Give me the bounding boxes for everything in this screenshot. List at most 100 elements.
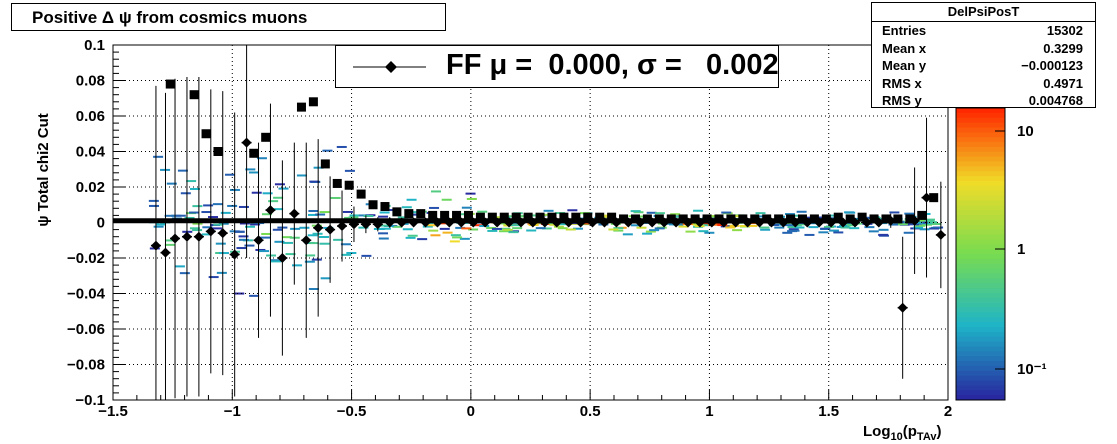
mean-point (935, 229, 946, 240)
heatmap-cell (823, 226, 834, 229)
heatmap-cell (155, 223, 166, 226)
heatmap-cell (915, 224, 926, 227)
rms-point (881, 214, 891, 224)
heatmap-cell (670, 213, 681, 216)
heatmap-cell (180, 192, 191, 195)
heatmap-cell (922, 223, 933, 226)
heatmap-cell (649, 229, 660, 232)
heatmap-cell (442, 231, 453, 234)
heatmap-cell (220, 211, 231, 214)
heatmap-cell (380, 227, 391, 230)
heatmap-cell (153, 225, 164, 228)
heatmap-cell (756, 215, 767, 218)
mean-point (217, 228, 228, 239)
stats-row-entries: Entries 15302 (882, 23, 1083, 38)
colorbar-cell (956, 122, 1005, 128)
heatmap-cell (378, 232, 389, 235)
heatmap-cell (401, 206, 412, 209)
rms-point (845, 214, 855, 224)
colorbar-cell (956, 312, 1005, 318)
heatmap-cell (244, 244, 255, 247)
colorbar-cell (956, 288, 1005, 294)
colorbar-cell (956, 108, 1005, 114)
colorbar-cell (956, 195, 1005, 201)
heatmap-cell (731, 215, 742, 218)
heatmap-cell (759, 226, 770, 229)
x-axis-label: Log10(pTAv) (863, 423, 941, 443)
rms-point (249, 148, 259, 158)
heatmap-cell (784, 213, 795, 216)
heatmap-cell (466, 197, 477, 200)
heatmap-cell (201, 211, 212, 214)
rms-point (475, 212, 485, 222)
x-tick-label: 2 (944, 403, 952, 420)
colorbar-cell (956, 142, 1005, 148)
colorbar-cell (956, 336, 1005, 343)
colorbar-cell (956, 278, 1005, 284)
heatmap-cell (333, 238, 344, 241)
colorbar-cell (956, 185, 1005, 192)
rms-point (905, 214, 915, 224)
heatmap-cell (889, 211, 900, 214)
colorbar-cell (956, 322, 1005, 328)
colorbar-cell (956, 351, 1005, 357)
rms-point (511, 212, 521, 222)
x-tick-label: 0 (467, 403, 475, 420)
heatmap-cell (693, 209, 704, 212)
heatmap-cell (725, 226, 736, 229)
mean-point (897, 302, 908, 313)
heatmap-cell (320, 277, 331, 280)
y-tick-label: 0 (97, 215, 105, 232)
heatmap-cell (903, 231, 914, 234)
heatmap-cell (212, 203, 223, 206)
y-tick-label: 0.04 (76, 144, 106, 161)
heatmap-cell (238, 205, 249, 208)
heatmap-cell (165, 239, 176, 242)
x-tick-label: 1 (705, 403, 713, 420)
heatmap-cell (304, 260, 315, 263)
legend-marker-icon (353, 61, 426, 73)
stats-box: DelPsiPosT Entries 15302 Mean x 0.3299 Mea… (871, 2, 1096, 108)
heatmap-cell (189, 227, 200, 230)
heatmap-cell (864, 226, 875, 229)
heatmap-cell (849, 227, 860, 230)
heatmap-cell (645, 230, 656, 233)
heatmap-cell (270, 259, 281, 262)
heatmap-cell (931, 222, 942, 225)
heatmap-cell (527, 214, 538, 217)
rms-point (547, 212, 557, 222)
heatmap-cell (164, 243, 175, 246)
rms-point (463, 210, 473, 220)
y-tick-label: −0.06 (67, 321, 105, 338)
rms-point (165, 79, 175, 89)
heatmap-cell (613, 229, 624, 232)
rms-point (380, 202, 390, 212)
heatmap-cell (804, 233, 815, 236)
mean-point (229, 249, 240, 260)
heatmap-cell (234, 230, 245, 233)
colorbar-cell (956, 263, 1005, 270)
heatmap-cell (149, 204, 160, 207)
mean-point (205, 226, 216, 237)
heatmap-cell (218, 222, 229, 225)
colorbar-cell (956, 356, 1005, 362)
rms-point (893, 214, 903, 224)
heatmap-cell (622, 233, 633, 236)
heatmap-cell (477, 210, 488, 213)
heatmap-cell (461, 206, 472, 209)
heatmap-cell (308, 209, 319, 212)
colorbar-cell (956, 190, 1005, 197)
heatmap-cell (259, 250, 270, 253)
heatmap-cell (553, 225, 564, 228)
heatmap-cell (402, 228, 413, 231)
rms-point (320, 159, 330, 169)
heatmap-cell (192, 229, 203, 232)
mean-point (150, 240, 161, 251)
heatmap-cell (608, 228, 619, 231)
rms-point (332, 178, 342, 188)
heatmap-cell (796, 210, 807, 213)
heatmap-cell (918, 219, 929, 222)
heatmap-cell (917, 221, 928, 224)
colorbar-cell (956, 346, 1005, 352)
heatmap-cell (344, 169, 355, 172)
